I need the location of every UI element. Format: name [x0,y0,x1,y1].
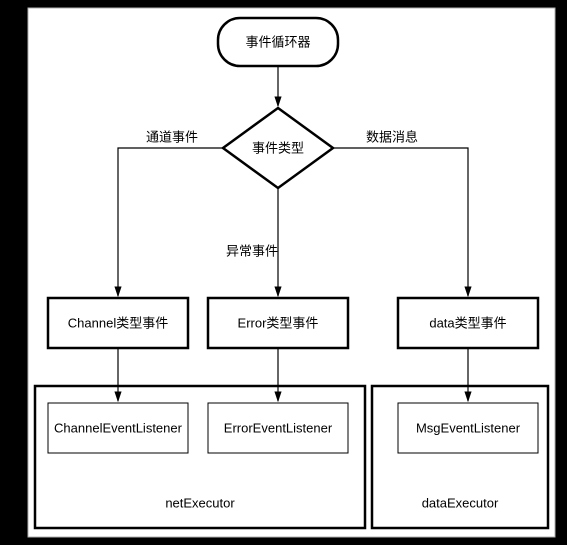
data-label: data类型事件 [429,315,506,330]
netGroup-label: netExecutor [165,495,235,510]
decision-label: 事件类型 [252,140,304,155]
msgListener-label: MsgEventListener [416,420,521,435]
dataGroup-label: dataExecutor [422,495,499,510]
edge-label-decision-channel: 通道事件 [146,129,198,144]
channelListener-label: ChannelEventListener [54,420,183,435]
errorListener-label: ErrorEventListener [224,420,333,435]
error-label: Error类型事件 [238,315,319,330]
edge-label-decision-data: 数据消息 [366,129,418,144]
flowchart-canvas: netExecutor dataExecutor 事件循环器事件类型 Channel类… [0,0,567,545]
edge-label-decision-error: 异常事件 [226,243,278,258]
channel-label: Channel类型事件 [68,315,168,330]
start-label: 事件循环器 [245,34,310,49]
